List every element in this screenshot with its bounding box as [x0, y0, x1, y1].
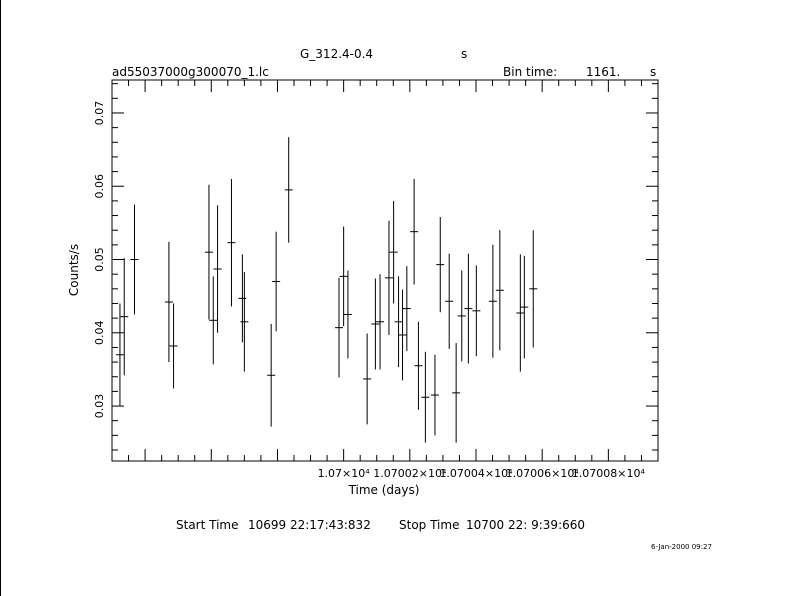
data-point — [130, 204, 139, 315]
y-axis-label: Counts/s — [67, 244, 81, 296]
y-tick-labels: 0.03 0.04 0.05 0.06 0.07 — [93, 101, 106, 419]
y-tick-label: 0.03 — [93, 394, 106, 419]
x-tick-label: 1.07008×10⁴ — [572, 467, 646, 480]
data-point — [389, 200, 398, 304]
x-tick-label: 1.07002×10⁴ — [373, 467, 447, 480]
title-unit-suffix: s — [461, 47, 468, 61]
date-stamp: 6-Jan-2000 09:27 — [651, 543, 712, 551]
data-point — [272, 231, 281, 332]
data-point — [445, 253, 454, 349]
x-tick-label: 1.07006×10⁴ — [506, 467, 580, 480]
data-point — [464, 253, 473, 364]
data-point — [267, 323, 276, 427]
y-tick-label: 0.04 — [93, 321, 106, 346]
data-point — [343, 270, 352, 359]
stop-time-value: 10700 22: 9:39:660 — [466, 518, 586, 532]
data-point — [209, 276, 218, 365]
lightcurve-filename: ad55037000g300070_1.lc — [112, 65, 269, 79]
data-point — [213, 205, 222, 333]
axis-ticks — [111, 80, 659, 461]
data-point — [421, 351, 430, 443]
bin-time-label: Bin time: — [503, 65, 558, 79]
data-point — [363, 333, 372, 425]
data-point — [472, 265, 481, 357]
start-time-label: Start Time — [176, 518, 239, 532]
data-point — [384, 220, 393, 335]
data-point — [457, 270, 466, 362]
data-point — [227, 178, 236, 307]
data-point — [520, 255, 529, 359]
y-tick-label: 0.07 — [93, 101, 106, 126]
data-points — [115, 137, 538, 443]
data-point — [394, 276, 403, 368]
window-left-border — [0, 0, 1, 596]
data-point — [120, 258, 129, 376]
x-tick-label: 1.07004×10⁴ — [439, 467, 513, 480]
data-point — [339, 226, 348, 327]
data-point — [169, 303, 178, 389]
x-axis-label: Time (days) — [348, 483, 420, 497]
data-point — [398, 289, 407, 381]
data-point — [414, 321, 423, 410]
bin-time-unit: s — [650, 65, 657, 79]
start-time-value: 10699 22:17:43:832 — [248, 518, 371, 532]
data-point — [488, 244, 497, 358]
data-point — [430, 354, 439, 436]
x-tick-labels: 1.07×10⁴ 1.07002×10⁴1.07004×10⁴1.07006×10… — [318, 467, 646, 480]
data-point — [529, 230, 538, 348]
data-point — [371, 278, 380, 370]
data-point — [402, 266, 411, 352]
data-point — [516, 254, 525, 372]
data-point — [335, 277, 344, 378]
x-tick-label: 1.07×10⁴ — [318, 467, 371, 480]
y-tick-label: 0.05 — [93, 247, 106, 272]
plot-frame — [111, 79, 659, 462]
data-point — [115, 303, 124, 407]
data-point — [164, 241, 173, 363]
plot-title: G_312.4-0.4 — [300, 47, 374, 61]
data-point — [436, 217, 445, 313]
data-point — [376, 274, 385, 370]
data-point — [204, 184, 213, 320]
y-tick-label: 0.06 — [93, 174, 106, 199]
data-point — [284, 137, 293, 243]
data-point — [410, 178, 419, 285]
data-point — [240, 271, 249, 372]
stop-time-label: Stop Time — [399, 518, 460, 532]
data-point — [452, 343, 461, 443]
bin-time-value: 1161. — [586, 65, 621, 79]
data-point — [495, 230, 504, 351]
data-point — [238, 254, 247, 343]
